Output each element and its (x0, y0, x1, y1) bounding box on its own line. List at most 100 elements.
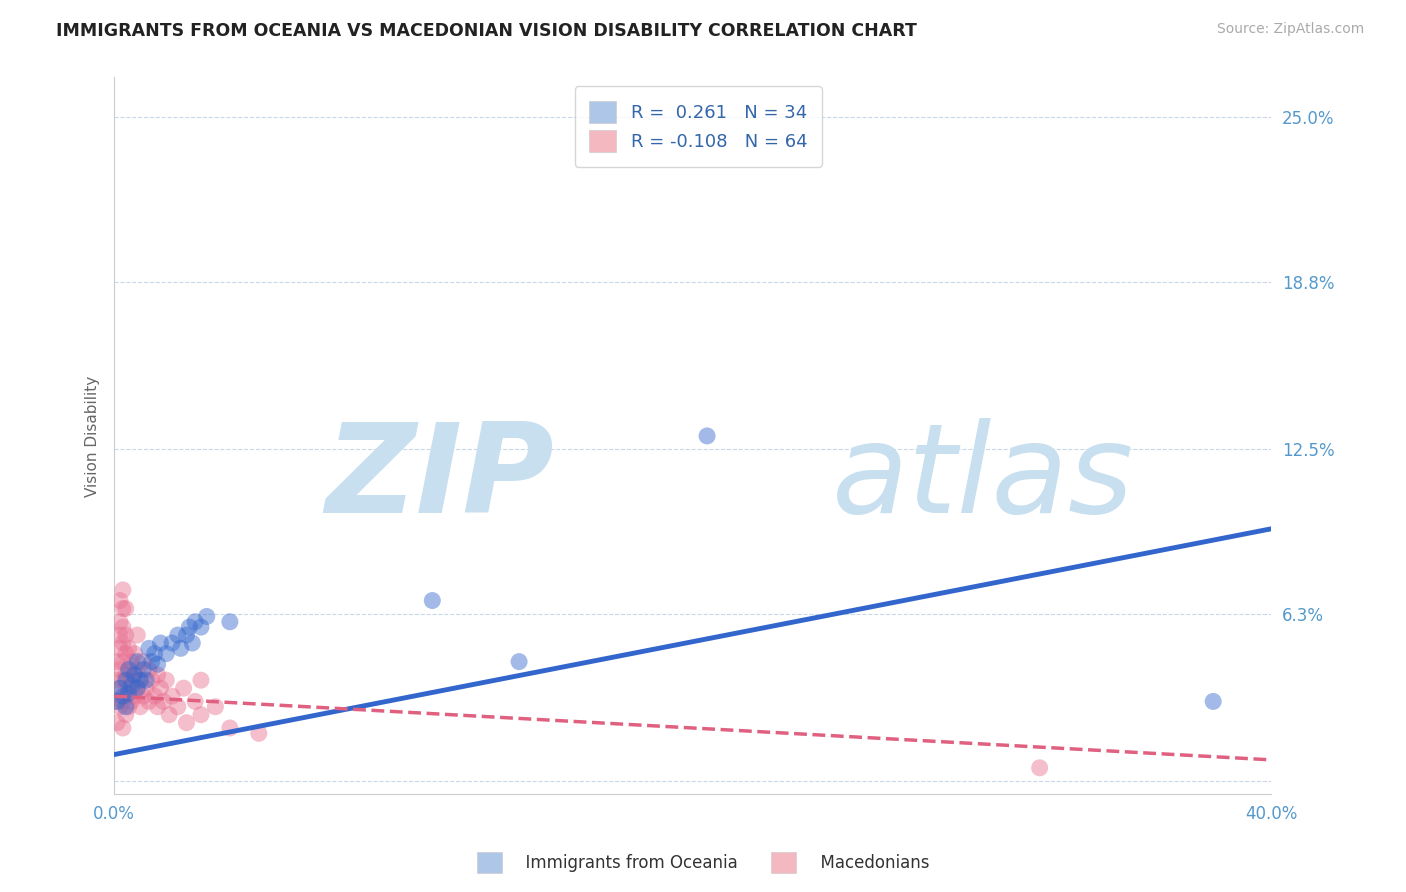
Point (114, 601, 136, 615)
Point (508, 655, 530, 669)
Point (1202, 694, 1225, 708)
Point (129, 673, 152, 688)
Point (176, 628, 198, 642)
Point (218, 615, 240, 629)
Point (143, 689, 166, 703)
Point (121, 655, 143, 669)
Point (138, 694, 160, 708)
Point (132, 655, 155, 669)
Point (146, 699, 169, 714)
Point (111, 620, 134, 634)
Text: atlas: atlas (831, 418, 1133, 540)
Point (160, 689, 183, 703)
Point (124, 647, 146, 661)
Point (114, 673, 136, 688)
Point (135, 673, 157, 688)
Point (111, 673, 134, 688)
Point (141, 673, 163, 688)
Point (132, 689, 155, 703)
Text: Source: ZipAtlas.com: Source: ZipAtlas.com (1216, 22, 1364, 37)
Legend: R =  0.261   N = 34, R = -0.108   N = 64: R = 0.261 N = 34, R = -0.108 N = 64 (575, 87, 823, 167)
Point (114, 647, 136, 661)
Point (170, 641, 193, 656)
Point (195, 609, 218, 624)
Point (114, 668, 136, 682)
Point (114, 699, 136, 714)
Point (118, 663, 141, 677)
Point (105, 694, 128, 708)
Point (696, 429, 718, 443)
Point (111, 582, 134, 597)
Point (108, 628, 131, 642)
Point (118, 641, 141, 656)
Point (118, 686, 141, 700)
Point (114, 707, 136, 722)
Point (121, 678, 143, 692)
Point (108, 681, 131, 695)
Point (127, 628, 149, 642)
Point (124, 668, 146, 682)
Point (121, 673, 143, 688)
Point (152, 694, 174, 708)
Point (129, 699, 152, 714)
Point (111, 601, 134, 615)
Point (1028, 761, 1050, 775)
Point (114, 689, 136, 703)
Point (111, 721, 134, 735)
Point (105, 715, 128, 730)
Point (105, 673, 128, 688)
Point (184, 615, 207, 629)
Point (155, 647, 177, 661)
Point (108, 593, 131, 607)
Point (124, 689, 146, 703)
Point (181, 636, 204, 650)
Point (127, 681, 149, 695)
Point (138, 641, 160, 656)
Point (143, 647, 166, 661)
Point (108, 663, 131, 677)
Point (218, 721, 240, 735)
Point (160, 636, 183, 650)
Point (179, 620, 201, 634)
Y-axis label: Vision Disability: Vision Disability (86, 376, 100, 497)
Point (166, 628, 188, 642)
Point (190, 620, 212, 634)
Point (190, 707, 212, 722)
Point (146, 668, 169, 682)
Point (111, 655, 134, 669)
Point (108, 615, 131, 629)
Point (121, 694, 143, 708)
Point (166, 699, 188, 714)
Point (129, 673, 152, 688)
Point (149, 681, 172, 695)
Point (108, 681, 131, 695)
Point (114, 628, 136, 642)
Point (127, 663, 149, 677)
Point (132, 663, 155, 677)
Point (127, 655, 149, 669)
Point (184, 694, 207, 708)
Point (108, 641, 131, 656)
Point (108, 699, 131, 714)
Point (149, 636, 172, 650)
Text: ZIP: ZIP (325, 418, 554, 540)
Point (173, 681, 195, 695)
Point (105, 655, 128, 669)
Point (124, 668, 146, 682)
Point (111, 694, 134, 708)
Point (141, 655, 163, 669)
Point (190, 673, 212, 688)
Point (204, 699, 226, 714)
Point (146, 657, 169, 672)
Point (176, 715, 198, 730)
Point (155, 673, 177, 688)
Point (157, 707, 180, 722)
Point (420, 593, 443, 607)
Point (247, 726, 270, 740)
Point (118, 663, 141, 677)
Text: IMMIGRANTS FROM OCEANIA VS MACEDONIAN VISION DISABILITY CORRELATION CHART: IMMIGRANTS FROM OCEANIA VS MACEDONIAN VI… (56, 22, 917, 40)
Point (138, 663, 160, 677)
Point (118, 699, 141, 714)
Point (127, 681, 149, 695)
Point (111, 636, 134, 650)
